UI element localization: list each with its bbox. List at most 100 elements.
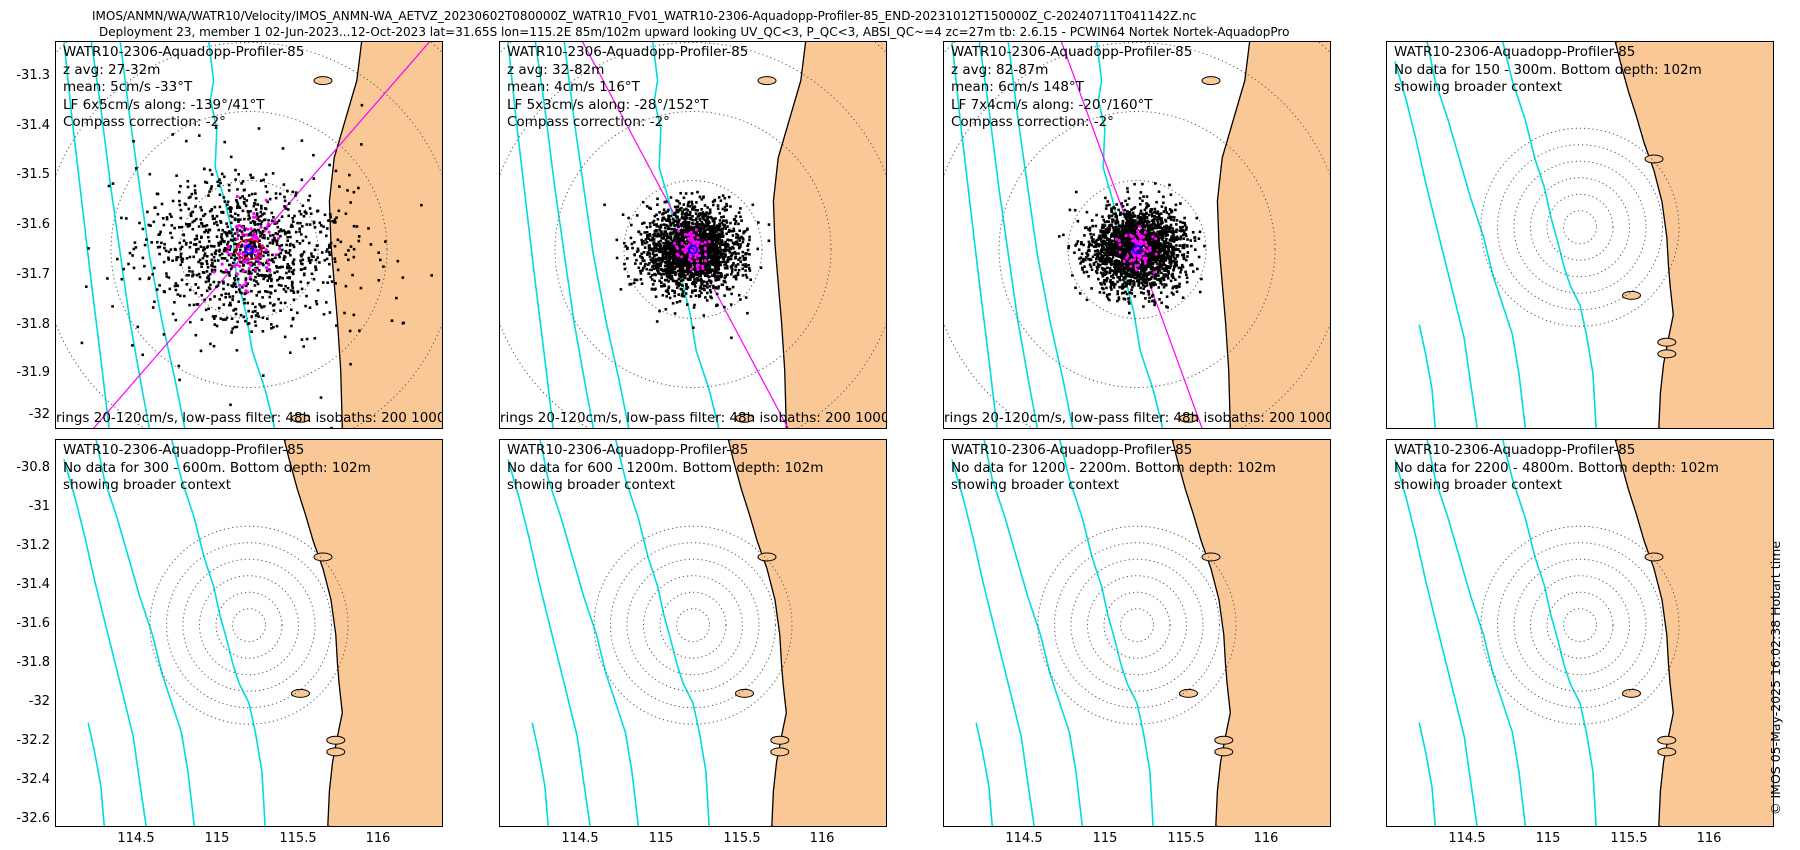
velocity-point <box>145 238 148 241</box>
isobath-line <box>534 42 595 428</box>
velocity-point <box>639 269 642 273</box>
velocity-point <box>746 248 750 252</box>
velocity-point <box>671 217 675 221</box>
velocity-point <box>685 211 688 215</box>
velocity-point <box>254 208 258 211</box>
velocity-point <box>1115 254 1118 258</box>
velocity-point <box>687 255 690 258</box>
velocity-point <box>734 268 737 272</box>
lowpass-point <box>249 227 253 231</box>
velocity-point <box>712 223 716 227</box>
velocity-point <box>706 253 710 257</box>
velocity-point <box>653 214 657 218</box>
velocity-point <box>247 272 250 275</box>
velocity-point <box>264 290 267 293</box>
velocity-point <box>1102 239 1106 243</box>
velocity-point <box>661 237 665 240</box>
velocity-point <box>379 258 382 262</box>
velocity-point <box>315 302 319 306</box>
velocity-point <box>1144 297 1147 300</box>
velocity-point <box>236 228 239 231</box>
velocity-point <box>654 287 657 291</box>
velocity-point <box>236 277 240 281</box>
velocity-point <box>323 213 327 217</box>
velocity-point <box>701 214 705 218</box>
lowpass-point <box>248 275 252 279</box>
velocity-point <box>261 274 264 278</box>
velocity-point <box>687 223 690 226</box>
velocity-point <box>1119 266 1123 270</box>
velocity-point <box>1086 253 1090 256</box>
velocity-point <box>207 236 210 239</box>
velocity-point <box>722 226 726 229</box>
velocity-point <box>277 297 280 301</box>
velocity-point <box>698 266 701 270</box>
velocity-point <box>688 263 691 266</box>
velocity-point <box>236 188 239 191</box>
velocity-point <box>1089 242 1092 246</box>
velocity-point <box>274 289 277 293</box>
velocity-point <box>249 239 252 243</box>
velocity-point <box>681 267 685 271</box>
velocity-point <box>674 220 677 223</box>
velocity-point <box>236 320 239 324</box>
velocity-point <box>208 272 212 276</box>
velocity-point <box>1182 253 1186 256</box>
velocity-point <box>1180 229 1183 233</box>
velocity-point <box>1182 257 1186 261</box>
velocity-point <box>721 283 725 287</box>
velocity-point <box>683 208 686 211</box>
velocity-point <box>744 273 748 277</box>
velocity-point <box>267 219 270 222</box>
velocity-point <box>669 271 673 275</box>
velocity-point <box>1162 267 1165 270</box>
velocity-point <box>1148 296 1151 300</box>
lowpass-point <box>247 266 251 270</box>
velocity-point <box>678 240 682 243</box>
velocity-point <box>666 234 670 238</box>
velocity-point <box>718 235 722 239</box>
velocity-point <box>724 255 727 258</box>
velocity-point <box>708 288 712 292</box>
velocity-point <box>744 252 747 256</box>
velocity-point <box>655 320 659 323</box>
velocity-point <box>334 169 338 173</box>
velocity-point <box>716 255 720 259</box>
velocity-point <box>712 246 716 250</box>
velocity-point <box>275 266 279 269</box>
velocity-point <box>221 270 225 274</box>
velocity-point <box>384 240 387 243</box>
velocity-point <box>274 196 278 200</box>
velocity-point <box>328 163 331 167</box>
velocity-point <box>1140 251 1143 254</box>
velocity-point <box>1162 253 1165 257</box>
velocity-point <box>728 251 732 254</box>
velocity-point <box>1160 277 1163 280</box>
velocity-point <box>737 268 741 272</box>
lowpass-point <box>254 268 258 272</box>
velocity-point <box>212 255 216 259</box>
velocity-point <box>694 273 698 277</box>
velocity-point <box>681 273 685 276</box>
velocity-point <box>740 219 743 222</box>
velocity-point <box>720 228 723 231</box>
velocity-point <box>285 271 288 275</box>
velocity-point <box>1147 293 1151 296</box>
velocity-point <box>175 258 178 262</box>
velocity-point <box>668 296 672 300</box>
velocity-point <box>1126 269 1130 272</box>
velocity-point <box>1111 273 1115 277</box>
velocity-point <box>191 274 194 278</box>
lowpass-point <box>697 240 701 244</box>
velocity-point <box>222 303 226 306</box>
velocity-point <box>704 238 708 242</box>
velocity-point <box>190 192 194 196</box>
velocity-point <box>626 246 629 250</box>
velocity-point <box>156 212 160 216</box>
velocity-point <box>661 269 665 273</box>
velocity-point <box>259 222 263 226</box>
velocity-point <box>701 211 705 214</box>
velocity-point <box>1074 244 1077 247</box>
velocity-point <box>1133 182 1136 186</box>
velocity-point <box>268 241 272 245</box>
